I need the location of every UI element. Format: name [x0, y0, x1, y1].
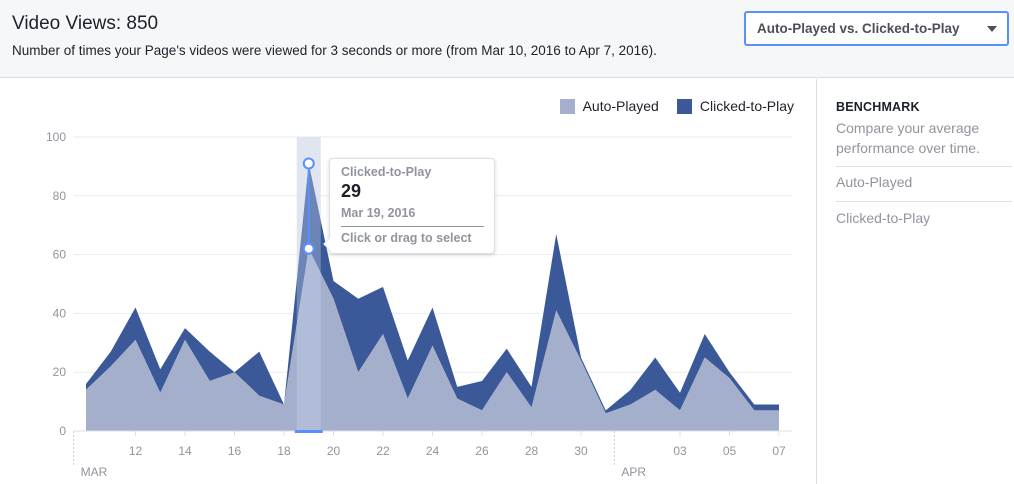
- x-tick-label: 30: [574, 444, 588, 458]
- page-subtitle: Number of times your Page's videos were …: [12, 43, 657, 58]
- legend-item-clicked-to-play[interactable]: Clicked-to-Play: [676, 98, 794, 114]
- chart-tooltip: Clicked-to-Play 29 Mar 19, 2016 Click or…: [323, 158, 495, 254]
- y-tick-label: 100: [46, 130, 66, 144]
- tooltip-divider: [341, 226, 484, 227]
- x-tick-label: 28: [525, 444, 539, 458]
- selection-bar: [294, 430, 323, 433]
- benchmark-separator: [836, 201, 1012, 202]
- tooltip-hint: Click or drag to select: [341, 231, 472, 245]
- tooltip-series: Clicked-to-Play: [341, 165, 432, 179]
- x-tick-label: 05: [723, 444, 737, 458]
- x-tick-label: 07: [772, 444, 786, 458]
- y-tick-label: 20: [53, 365, 67, 379]
- metric-dropdown-label: Auto-Played vs. Clicked-to-Play: [757, 21, 960, 36]
- hover-point-total: [302, 157, 315, 170]
- x-tick-label: 18: [277, 444, 291, 458]
- benchmark-item-auto-played[interactable]: Auto-Played: [836, 174, 913, 190]
- y-tick-label: 40: [53, 306, 67, 320]
- legend-swatch-clicked-to-play: [676, 98, 692, 114]
- benchmark-sidebar: BENCHMARK Compare your average performan…: [817, 79, 1014, 484]
- chart-legend: Auto-Played Clicked-to-Play: [559, 98, 794, 114]
- benchmark-separator: [836, 166, 1012, 167]
- x-tick-label: 26: [475, 444, 489, 458]
- month-label: MAR: [81, 465, 108, 479]
- tooltip-date: Mar 19, 2016: [341, 206, 416, 220]
- x-tick-label: 20: [327, 444, 341, 458]
- legend-item-auto-played[interactable]: Auto-Played: [559, 98, 659, 114]
- metric-dropdown[interactable]: Auto-Played vs. Clicked-to-Play: [744, 11, 1009, 46]
- x-tick-label: 24: [426, 444, 440, 458]
- sidebar-divider: [816, 79, 817, 484]
- page-title: Video Views: 850: [12, 13, 159, 34]
- x-tick-label: 16: [228, 444, 242, 458]
- legend-swatch-auto-played: [559, 98, 575, 114]
- header: Video Views: 850 Number of times your Pa…: [0, 0, 1014, 78]
- benchmark-description: Compare your average performance over ti…: [836, 120, 980, 156]
- chart-area[interactable]: 0 20 40 60 80 100 12 14 16 18 20 22 24 26 28 30 03 05 07 MA…: [0, 79, 816, 484]
- video-views-chart[interactable]: 0 20 40 60 80 100 12 14 16 18 20 22 24 26 28 30 03 05 07 MA…: [0, 79, 816, 484]
- y-tick-label: 60: [53, 248, 67, 262]
- legend-label-clicked-to-play: Clicked-to-Play: [699, 98, 794, 114]
- hover-point-auto: [302, 242, 315, 255]
- month-label: APR: [621, 465, 646, 479]
- x-tick-label: 12: [129, 444, 143, 458]
- legend-label-auto-played: Auto-Played: [582, 98, 659, 114]
- benchmark-item-clicked-to-play[interactable]: Clicked-to-Play: [836, 210, 931, 226]
- caret-down-icon: [987, 26, 997, 32]
- tooltip-value: 29: [341, 181, 362, 201]
- x-tick-label: 14: [178, 444, 192, 458]
- y-tick-label: 0: [59, 424, 66, 438]
- benchmark-title: BENCHMARK: [836, 100, 920, 114]
- x-tick-label: 22: [376, 444, 390, 458]
- x-tick-label: 03: [673, 444, 687, 458]
- series-area-auto-played: [86, 248, 779, 431]
- y-tick-label: 80: [53, 189, 67, 203]
